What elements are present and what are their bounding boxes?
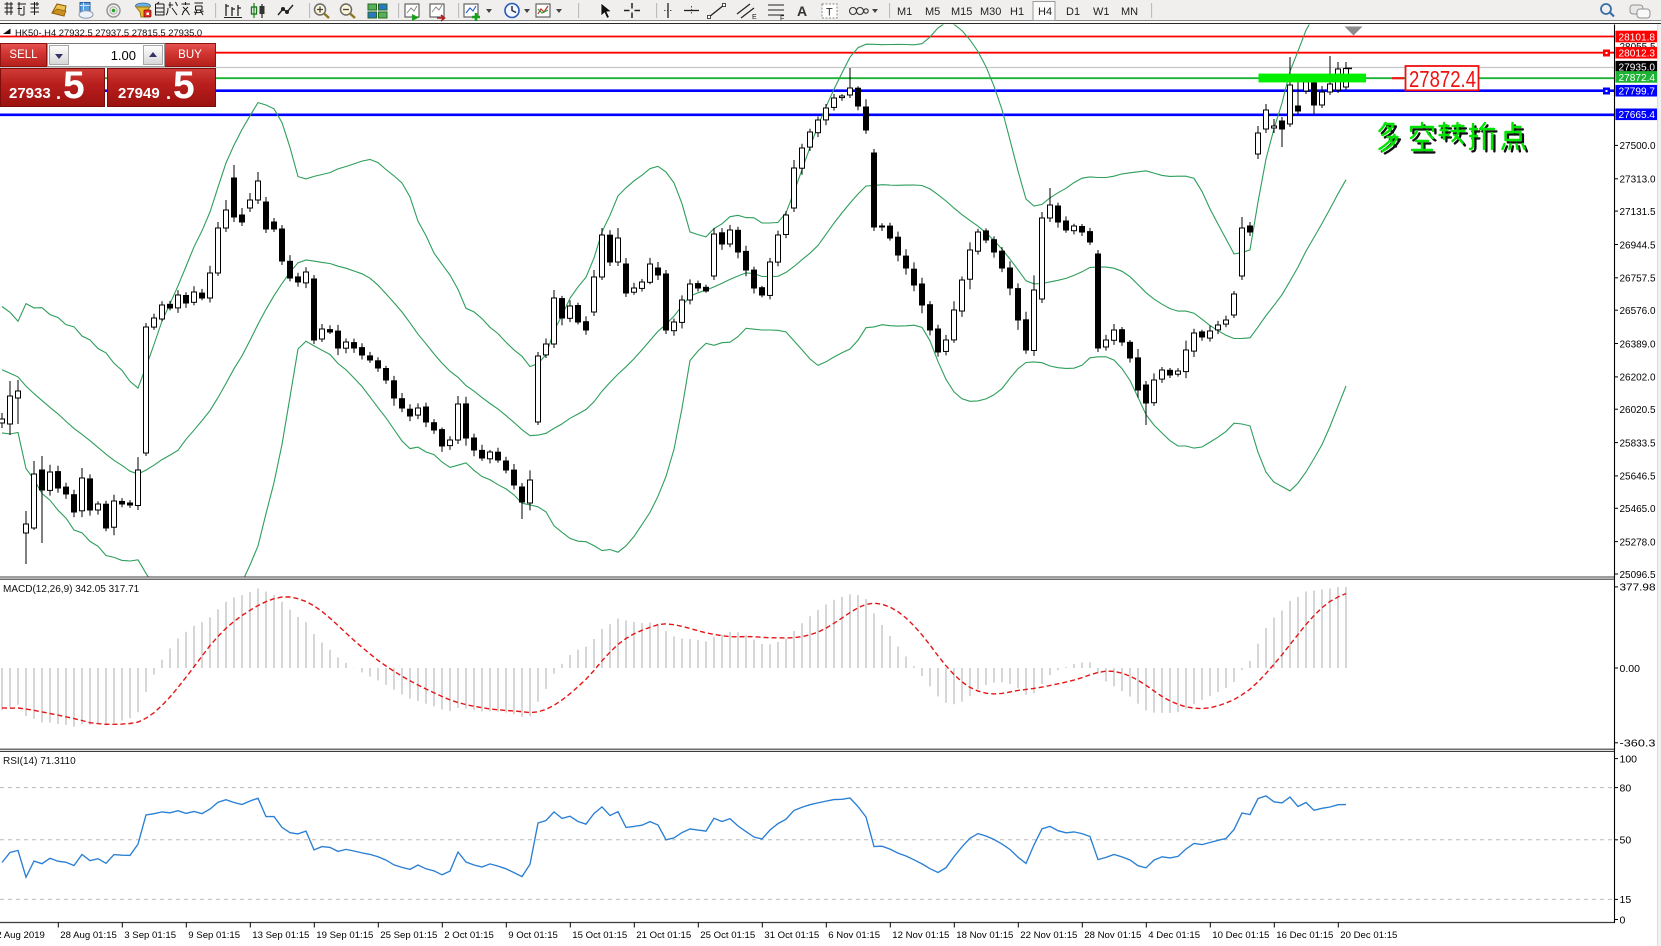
svg-text:W1: W1 — [1093, 6, 1110, 18]
svg-text:-360.3: -360.3 — [1620, 738, 1656, 750]
svg-text:0.00: 0.00 — [1620, 663, 1641, 675]
svg-text:18 Nov 01:15: 18 Nov 01:15 — [956, 930, 1013, 941]
svg-text:26576.0: 26576.0 — [1620, 305, 1656, 317]
svg-text:27665.4: 27665.4 — [1619, 109, 1656, 121]
svg-text:27799.7: 27799.7 — [1619, 86, 1656, 98]
svg-text:26202.0: 26202.0 — [1620, 372, 1656, 384]
svg-text:9 Oct 01:15: 9 Oct 01:15 — [508, 930, 558, 941]
svg-text:HK50-,H4 27932.5 27937.5 2781: HK50-,H4 27932.5 27937.5 27815.5 27935.0 — [15, 27, 202, 38]
svg-text:27872.4: 27872.4 — [1409, 66, 1476, 92]
svg-text:25278.0: 25278.0 — [1620, 536, 1656, 548]
svg-text:22 Nov 01:15: 22 Nov 01:15 — [1020, 930, 1077, 941]
svg-text:MACD(12,26,9) 342.05 317.71: MACD(12,26,9) 342.05 317.71 — [3, 584, 140, 595]
svg-text:M1: M1 — [897, 6, 912, 18]
svg-text:6 Nov 01:15: 6 Nov 01:15 — [828, 930, 880, 941]
svg-text:27313.0: 27313.0 — [1620, 174, 1656, 186]
svg-text:3 Sep 01:15: 3 Sep 01:15 — [124, 930, 176, 941]
svg-text:28 Nov 01:15: 28 Nov 01:15 — [1084, 930, 1141, 941]
svg-text:T: T — [826, 7, 833, 19]
svg-text:E: E — [752, 14, 757, 21]
svg-text:9 Sep 01:15: 9 Sep 01:15 — [188, 930, 240, 941]
svg-text:26757.5: 26757.5 — [1620, 273, 1656, 285]
svg-text:27935.0: 27935.0 — [1619, 62, 1656, 74]
svg-text:13 Sep 01:15: 13 Sep 01:15 — [252, 930, 309, 941]
svg-text:2 Aug 2019: 2 Aug 2019 — [0, 930, 45, 941]
svg-text:80: 80 — [1620, 782, 1632, 794]
svg-text:25 Oct 01:15: 25 Oct 01:15 — [700, 930, 755, 941]
svg-text:28 Aug 01:15: 28 Aug 01:15 — [60, 930, 117, 941]
svg-text:27500.0: 27500.0 — [1620, 140, 1656, 152]
svg-text:16 Dec 01:15: 16 Dec 01:15 — [1276, 930, 1333, 941]
svg-text:15 Oct 01:15: 15 Oct 01:15 — [572, 930, 627, 941]
svg-text:377.98: 377.98 — [1620, 582, 1656, 594]
svg-text:26944.5: 26944.5 — [1620, 239, 1656, 251]
svg-text:4 Dec 01:15: 4 Dec 01:15 — [1148, 930, 1200, 941]
svg-text:21 Oct 01:15: 21 Oct 01:15 — [636, 930, 691, 941]
svg-text:26020.5: 26020.5 — [1620, 404, 1656, 416]
svg-text:19 Sep 01:15: 19 Sep 01:15 — [316, 930, 373, 941]
svg-text:26389.0: 26389.0 — [1620, 338, 1656, 350]
svg-text:28012.3: 28012.3 — [1619, 48, 1656, 60]
svg-text:31 Oct 01:15: 31 Oct 01:15 — [764, 930, 819, 941]
svg-text:M30: M30 — [980, 6, 1001, 18]
svg-text:MN: MN — [1121, 6, 1138, 18]
svg-text:28101.8: 28101.8 — [1619, 31, 1656, 43]
svg-text:H4: H4 — [1038, 6, 1052, 18]
svg-text:F: F — [780, 16, 784, 23]
svg-text:12 Nov 01:15: 12 Nov 01:15 — [892, 930, 949, 941]
svg-text:20 Dec 01:15: 20 Dec 01:15 — [1340, 930, 1397, 941]
svg-text:25646.5: 25646.5 — [1620, 471, 1656, 483]
svg-text:25465.0: 25465.0 — [1620, 503, 1656, 515]
svg-text:A: A — [797, 3, 807, 19]
svg-text:27131.5: 27131.5 — [1620, 206, 1656, 218]
svg-text:25096.5: 25096.5 — [1620, 569, 1656, 581]
svg-text:M15: M15 — [951, 6, 972, 18]
svg-text:15: 15 — [1620, 894, 1632, 906]
svg-text:0: 0 — [1620, 914, 1626, 926]
svg-text:H1: H1 — [1010, 6, 1024, 18]
svg-text:100: 100 — [1620, 753, 1638, 765]
svg-text:RSI(14) 71.3110: RSI(14) 71.3110 — [3, 756, 76, 767]
svg-text:50: 50 — [1620, 835, 1632, 847]
svg-text:M5: M5 — [925, 6, 940, 18]
svg-text:10 Dec 01:15: 10 Dec 01:15 — [1212, 930, 1269, 941]
svg-text:25833.5: 25833.5 — [1620, 437, 1656, 449]
svg-text:27872.4: 27872.4 — [1619, 72, 1656, 84]
svg-text:2 Oct 01:15: 2 Oct 01:15 — [444, 930, 494, 941]
svg-text:25 Sep 01:15: 25 Sep 01:15 — [380, 930, 437, 941]
svg-text:D1: D1 — [1066, 6, 1080, 18]
